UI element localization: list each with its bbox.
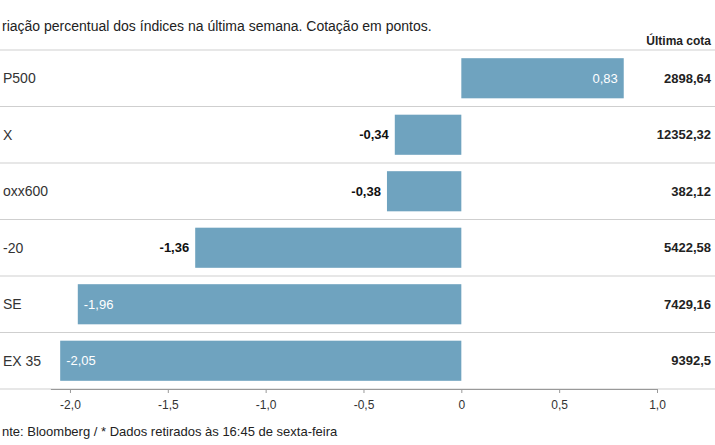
chart: riação percentual dos índices na última … bbox=[0, 0, 715, 445]
tick-mark bbox=[461, 389, 462, 393]
category-label: P500 bbox=[3, 70, 36, 86]
tick-label: 0,5 bbox=[551, 398, 568, 412]
tick-mark bbox=[266, 389, 267, 393]
last-quote-header: Última cota bbox=[646, 33, 711, 48]
tick: 0,5 bbox=[551, 389, 568, 412]
x-axis: -2,0 -1,5 -1,0 -0,5 0 0,5 1,0 bbox=[51, 389, 666, 412]
last-quote: 9392,5 bbox=[671, 353, 711, 368]
category-labels: P500 Xoxx600 -20 SE EX 35 bbox=[3, 70, 48, 369]
data-label: -0,38 bbox=[351, 184, 381, 199]
last-quote: 7429,16 bbox=[664, 297, 711, 312]
tick-mark bbox=[657, 389, 658, 393]
tick: 0 bbox=[458, 389, 465, 412]
data-label: -2,05 bbox=[66, 353, 96, 368]
row-separator bbox=[0, 163, 715, 164]
row-separator bbox=[0, 276, 715, 277]
bar bbox=[395, 115, 462, 155]
tick-label: -1,5 bbox=[158, 398, 179, 412]
source: nte: Bloomberg / * Dados retirados às 16… bbox=[2, 424, 338, 439]
last-quote: 12352,32 bbox=[657, 127, 711, 142]
category-label: EX 35 bbox=[3, 353, 41, 369]
data-label: -1,96 bbox=[84, 297, 114, 312]
category-label: SE bbox=[3, 296, 22, 312]
tick-label: 1,0 bbox=[649, 398, 666, 412]
last-quote: 5422,58 bbox=[664, 240, 711, 255]
last-quote: 2898,64 bbox=[664, 71, 712, 86]
last-quote: 382,12 bbox=[671, 184, 711, 199]
data-labels: 0,83 -0,34 -0,38 -1,36 -1,96 -2,05 bbox=[66, 71, 618, 369]
tick: -2,0 bbox=[60, 389, 81, 412]
tick-label: -2,0 bbox=[60, 398, 81, 412]
last-quote-column: 2898,64 12352,32 382,12 5422,58 7429,16 9392,… bbox=[657, 71, 712, 369]
tick: 1,0 bbox=[649, 389, 666, 412]
axis-line bbox=[51, 389, 658, 390]
bar bbox=[60, 341, 461, 381]
row-separator bbox=[0, 50, 715, 51]
row-separator bbox=[0, 106, 715, 107]
category-label: X bbox=[3, 127, 13, 143]
bars bbox=[60, 58, 624, 381]
data-label: 0,83 bbox=[592, 71, 617, 86]
tick-mark bbox=[70, 389, 71, 393]
row-separator bbox=[0, 389, 715, 390]
tick: -0,5 bbox=[354, 389, 375, 412]
row-separators bbox=[0, 50, 715, 389]
tick: -1,5 bbox=[158, 389, 179, 412]
category-label: -20 bbox=[3, 240, 23, 256]
bar bbox=[461, 58, 623, 98]
tick-label: -1,0 bbox=[256, 398, 277, 412]
tick-label: 0 bbox=[458, 398, 465, 412]
data-label: -0,34 bbox=[359, 127, 389, 142]
row-separator bbox=[0, 332, 715, 333]
row-separator bbox=[0, 219, 715, 220]
bar bbox=[78, 284, 462, 324]
tick-mark bbox=[559, 389, 560, 393]
tick-mark bbox=[168, 389, 169, 393]
tick-label: -0,5 bbox=[354, 398, 375, 412]
title: riação percentual dos índices na última … bbox=[2, 18, 432, 34]
data-label: -1,36 bbox=[160, 240, 190, 255]
tick: -1,0 bbox=[256, 389, 277, 412]
bar bbox=[387, 171, 461, 211]
bar bbox=[195, 228, 461, 268]
category-label: oxx600 bbox=[3, 183, 48, 199]
tick-mark bbox=[363, 389, 364, 393]
